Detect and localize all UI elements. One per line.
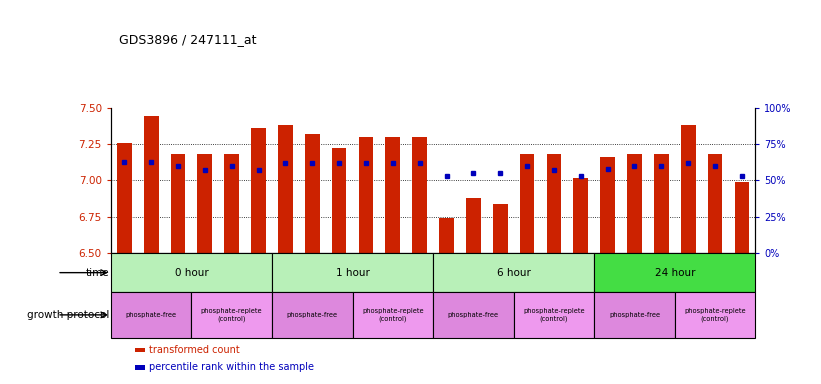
Bar (305, 134, 319, 253)
Text: percentile rank within the sample: percentile rank within the sample (149, 362, 314, 372)
Bar (735, 182, 750, 253)
Bar (439, 218, 454, 253)
Bar (385, 137, 400, 253)
Bar (111, 253, 272, 292)
Bar (708, 154, 722, 253)
Bar (594, 253, 755, 292)
Bar (272, 253, 433, 292)
Bar (654, 154, 669, 253)
Bar (520, 154, 534, 253)
Text: growth protocol: growth protocol (27, 310, 109, 320)
Bar (627, 154, 642, 253)
Text: 1 hour: 1 hour (336, 268, 369, 278)
Bar (594, 292, 675, 338)
Bar (675, 292, 755, 338)
Text: phosphate-replete
(control): phosphate-replete (control) (523, 308, 585, 322)
Text: GDS3896 / 247111_at: GDS3896 / 247111_at (119, 33, 256, 46)
Text: transformed count: transformed count (149, 345, 241, 355)
Text: phosphate-free: phosphate-free (447, 312, 499, 318)
Text: time: time (85, 268, 109, 278)
Bar (272, 292, 352, 338)
Bar (493, 204, 507, 253)
Text: phosphate-replete
(control): phosphate-replete (control) (362, 308, 424, 322)
Text: phosphate-replete
(control): phosphate-replete (control) (684, 308, 745, 322)
Bar (111, 292, 191, 338)
Bar (332, 148, 346, 253)
Bar (433, 292, 514, 338)
Bar (191, 292, 272, 338)
Bar (171, 154, 186, 253)
Bar (600, 157, 615, 253)
Text: phosphate-free: phosphate-free (609, 312, 660, 318)
Bar (359, 137, 374, 253)
Bar (466, 198, 481, 253)
Bar (352, 292, 433, 338)
Text: 0 hour: 0 hour (175, 268, 209, 278)
Bar (514, 292, 594, 338)
Bar (681, 125, 695, 253)
Bar (573, 177, 588, 253)
Bar (278, 125, 293, 253)
Bar (433, 253, 594, 292)
Bar (412, 137, 427, 253)
Text: 24 hour: 24 hour (654, 268, 695, 278)
Text: 6 hour: 6 hour (497, 268, 530, 278)
Bar (224, 154, 239, 253)
Text: phosphate-free: phosphate-free (287, 312, 337, 318)
Bar (117, 142, 131, 253)
Bar (251, 128, 266, 253)
Text: phosphate-free: phosphate-free (126, 312, 177, 318)
Text: phosphate-replete
(control): phosphate-replete (control) (201, 308, 263, 322)
Bar (144, 116, 158, 253)
Bar (197, 154, 212, 253)
Bar (547, 154, 562, 253)
